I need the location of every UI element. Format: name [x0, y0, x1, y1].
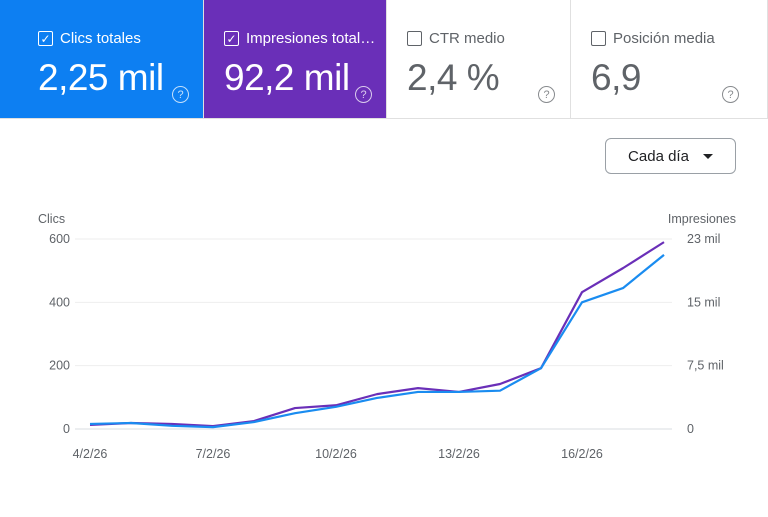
x-tick-label: 4/2/26: [73, 447, 108, 461]
left-tick-label: 0: [63, 422, 70, 436]
metric-value: 92,2 mil: [224, 57, 350, 98]
granularity-dropdown[interactable]: Cada día: [605, 138, 736, 174]
left-tick-label: 400: [49, 295, 70, 309]
right-tick-label: 0: [687, 422, 694, 436]
help-icon[interactable]: ?: [355, 86, 372, 103]
x-tick-label: 13/2/26: [438, 447, 480, 461]
right-tick-label: 15 mil: [687, 295, 720, 309]
series-line-impresiones: [89, 241, 665, 428]
right-tick-label: 23 mil: [687, 232, 720, 246]
help-icon[interactable]: ?: [722, 86, 739, 103]
checkbox-checked-icon[interactable]: ✓: [224, 31, 239, 46]
x-tick-label: 7/2/26: [196, 447, 231, 461]
x-tick-label: 10/2/26: [315, 447, 357, 461]
metric-value: 2,4 %: [407, 57, 500, 98]
x-tick-label: 16/2/26: [561, 447, 603, 461]
checkbox-unchecked-icon[interactable]: [407, 31, 422, 46]
dropdown-label: Cada día: [628, 147, 689, 165]
help-icon[interactable]: ?: [538, 86, 555, 103]
checkbox-checked-icon[interactable]: ✓: [38, 31, 53, 46]
metric-cards: ✓ Clics totales 2,25 mil ? ✓ Impresiones t…: [0, 0, 768, 119]
metric-label: Posición media: [613, 30, 715, 47]
metric-card-clicks[interactable]: ✓ Clics totales 2,25 mil ?: [0, 0, 204, 118]
checkbox-unchecked-icon[interactable]: [591, 31, 606, 46]
metric-card-ctr[interactable]: CTR medio 2,4 % ?: [387, 0, 571, 118]
metric-value: 2,25 mil: [38, 57, 164, 98]
left-tick-label: 200: [49, 359, 70, 373]
caret-down-icon: [702, 153, 713, 159]
metric-value: 6,9: [591, 57, 641, 98]
metric-label: Clics totales: [60, 30, 141, 47]
left-axis-label: Clics: [38, 212, 65, 226]
help-icon[interactable]: ?: [172, 86, 189, 103]
metric-card-position[interactable]: Posición media 6,9 ?: [571, 0, 768, 118]
metric-label: CTR medio: [429, 30, 505, 47]
left-tick-label: 600: [49, 232, 70, 246]
right-tick-label: 7,5 mil: [687, 359, 724, 373]
series-line-clics: [89, 253, 665, 429]
metric-label: Impresiones total…: [246, 30, 376, 47]
right-axis-label: Impresiones: [668, 212, 736, 226]
metric-card-impressions[interactable]: ✓ Impresiones total… 92,2 mil ?: [204, 0, 387, 118]
